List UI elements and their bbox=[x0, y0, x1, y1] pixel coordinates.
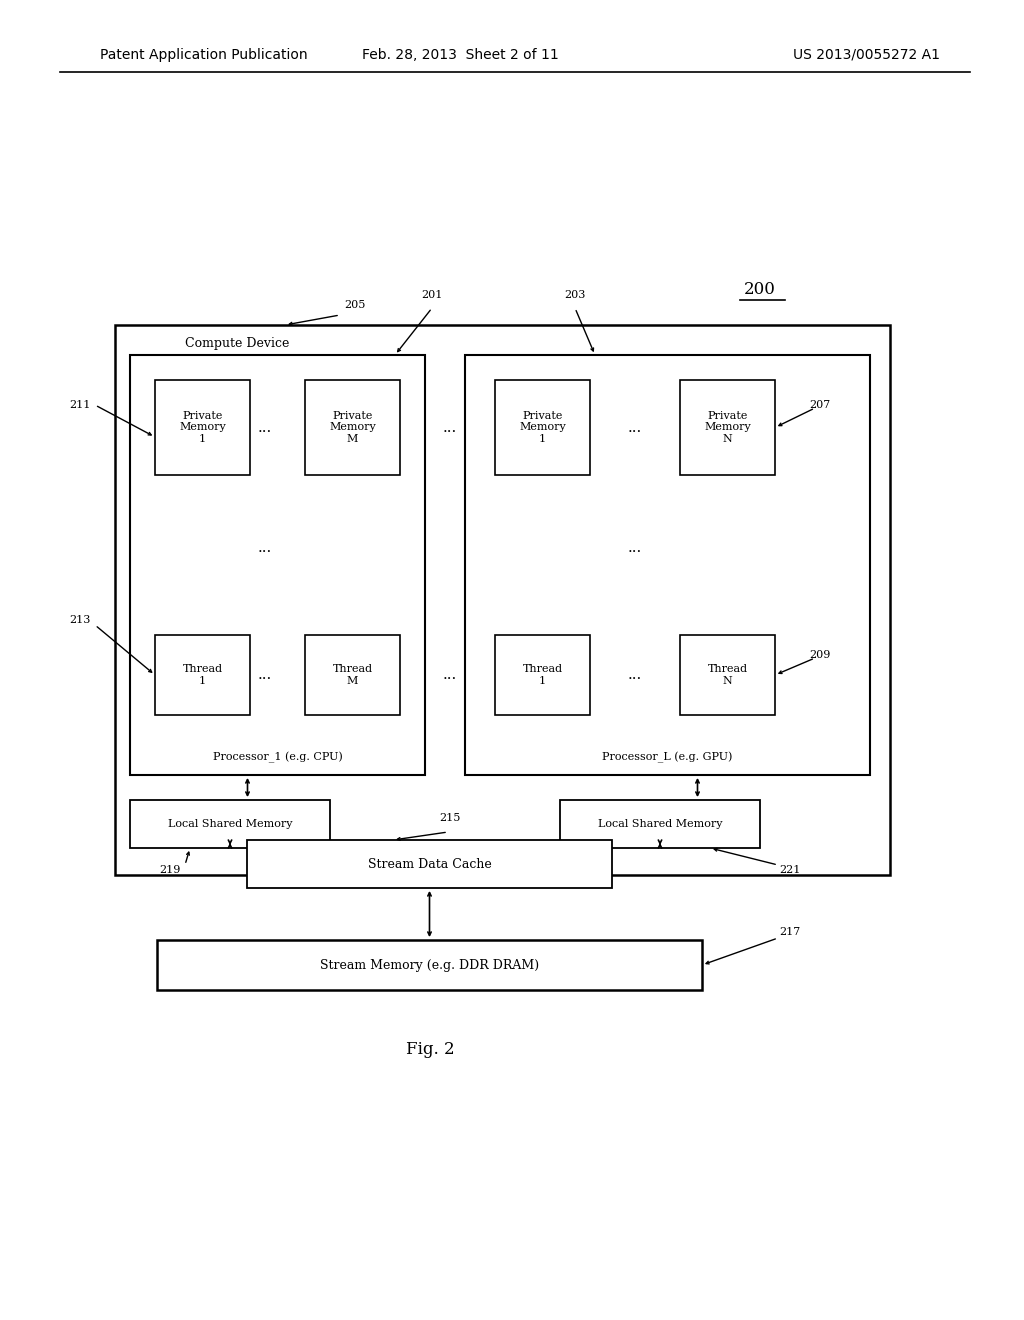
Text: 207: 207 bbox=[809, 400, 830, 411]
Text: Thread
1: Thread 1 bbox=[522, 664, 562, 686]
Text: ...: ... bbox=[442, 421, 457, 436]
Bar bbox=[495, 380, 590, 475]
Bar bbox=[115, 325, 890, 875]
Text: ...: ... bbox=[628, 541, 642, 554]
Text: 219: 219 bbox=[160, 865, 180, 875]
Text: ...: ... bbox=[442, 668, 457, 682]
Bar bbox=[560, 800, 760, 847]
Text: Thread
N: Thread N bbox=[708, 664, 748, 686]
Text: ...: ... bbox=[628, 421, 642, 436]
Text: 221: 221 bbox=[779, 865, 801, 875]
Text: ...: ... bbox=[628, 668, 642, 682]
Bar bbox=[155, 380, 250, 475]
Bar bbox=[680, 635, 775, 715]
Text: ...: ... bbox=[258, 421, 272, 436]
Text: Private
Memory
M: Private Memory M bbox=[329, 411, 376, 444]
Bar bbox=[680, 380, 775, 475]
Bar bbox=[155, 635, 250, 715]
Text: 201: 201 bbox=[421, 290, 442, 300]
Text: Private
Memory
1: Private Memory 1 bbox=[519, 411, 566, 444]
Text: Processor_L (e.g. GPU): Processor_L (e.g. GPU) bbox=[602, 751, 733, 763]
Text: Patent Application Publication: Patent Application Publication bbox=[100, 48, 307, 62]
Text: Private
Memory
N: Private Memory N bbox=[705, 411, 751, 444]
Text: ...: ... bbox=[258, 541, 272, 554]
Bar bbox=[130, 355, 425, 775]
Text: Processor_1 (e.g. CPU): Processor_1 (e.g. CPU) bbox=[213, 751, 342, 763]
Text: Feb. 28, 2013  Sheet 2 of 11: Feb. 28, 2013 Sheet 2 of 11 bbox=[361, 48, 558, 62]
Text: 200: 200 bbox=[744, 281, 776, 298]
Text: Fig. 2: Fig. 2 bbox=[406, 1041, 455, 1059]
Text: Private
Memory
1: Private Memory 1 bbox=[179, 411, 226, 444]
Text: 217: 217 bbox=[779, 927, 801, 937]
Text: 203: 203 bbox=[564, 290, 586, 300]
Text: Local Shared Memory: Local Shared Memory bbox=[168, 818, 292, 829]
Text: 209: 209 bbox=[809, 649, 830, 660]
Text: 213: 213 bbox=[70, 615, 91, 624]
Text: Thread
1: Thread 1 bbox=[182, 664, 222, 686]
Text: 205: 205 bbox=[344, 300, 366, 310]
Text: Compute Device: Compute Device bbox=[185, 337, 290, 350]
Bar bbox=[495, 635, 590, 715]
Bar bbox=[130, 800, 330, 847]
Text: Thread
M: Thread M bbox=[333, 664, 373, 686]
Bar bbox=[157, 940, 702, 990]
Text: Local Shared Memory: Local Shared Memory bbox=[598, 818, 722, 829]
Bar bbox=[465, 355, 870, 775]
Text: Stream Memory (e.g. DDR DRAM): Stream Memory (e.g. DDR DRAM) bbox=[319, 958, 539, 972]
Text: Stream Data Cache: Stream Data Cache bbox=[368, 858, 492, 870]
Text: US 2013/0055272 A1: US 2013/0055272 A1 bbox=[793, 48, 940, 62]
Bar bbox=[305, 380, 400, 475]
Bar bbox=[247, 840, 612, 888]
Bar bbox=[305, 635, 400, 715]
Text: ...: ... bbox=[258, 668, 272, 682]
Text: 215: 215 bbox=[439, 813, 461, 822]
Text: 211: 211 bbox=[70, 400, 91, 411]
